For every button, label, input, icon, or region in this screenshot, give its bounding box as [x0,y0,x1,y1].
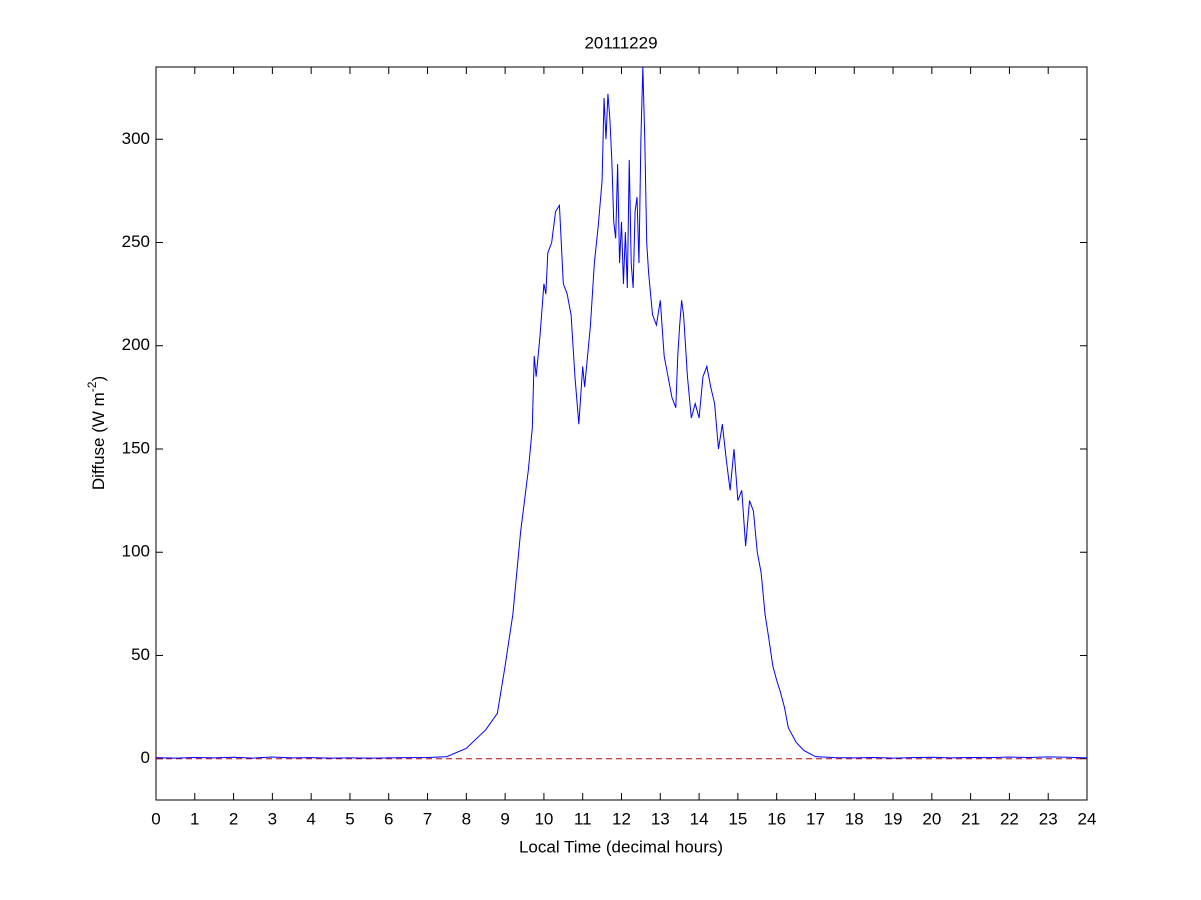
x-tick-label: 3 [268,809,277,828]
y-axis-label-sup: -2 [85,381,99,392]
x-tick-label: 14 [690,809,709,828]
chart-title: 20111229 [584,33,657,52]
x-tick-label: 24 [1078,809,1097,828]
x-tick-label: 5 [345,809,354,828]
x-tick-label: 6 [384,809,393,828]
x-tick-label: 13 [651,809,670,828]
x-tick-label: 15 [728,809,747,828]
plot-area [155,66,1088,801]
y-tick-label: 300 [122,129,150,148]
y-tick-label: 50 [131,645,150,664]
x-tick-label: 20 [922,809,941,828]
x-tick-label: 18 [845,809,864,828]
x-tick-label: 12 [612,809,631,828]
y-tick-label: 150 [122,438,150,457]
y-tick-label: 250 [122,232,150,251]
x-tick-label: 0 [151,809,160,828]
x-tick-label: 9 [500,809,509,828]
x-axis-label: Local Time (decimal hours) [519,837,723,856]
x-tick-label: 17 [806,809,825,828]
y-tick-label: 100 [122,542,150,561]
y-tick-label: 200 [122,335,150,354]
y-tick-label: 0 [141,748,150,767]
x-tick-label: 2 [229,809,238,828]
x-tick-label: 8 [462,809,471,828]
x-tick-label: 7 [423,809,432,828]
x-tick-label: 23 [1039,809,1058,828]
y-axis-label: Diffuse (W m-2) [85,376,108,490]
y-axis-label-text: Diffuse (W m [89,392,108,490]
y-axis-label-suffix: ) [89,376,108,382]
x-tick-label: 21 [961,809,980,828]
x-tick-label: 4 [306,809,315,828]
x-tick-label: 1 [190,809,199,828]
x-tick-label: 16 [767,809,786,828]
x-tick-label: 11 [574,809,592,828]
x-tick-label: 10 [534,809,553,828]
x-tick-label: 19 [884,809,903,828]
data-line [155,66,1088,759]
x-tick-label: 22 [1000,809,1019,828]
